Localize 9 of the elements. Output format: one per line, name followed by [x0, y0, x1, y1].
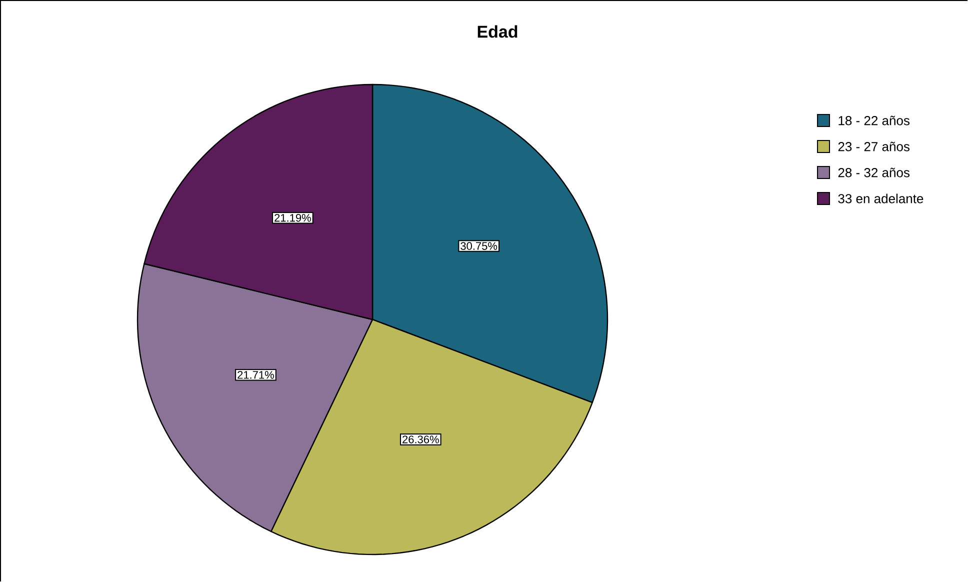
data-label: 21.71%: [238, 370, 274, 379]
chart-title: Edad: [478, 25, 518, 38]
legend-label: 18 - 22 años: [838, 116, 910, 126]
legend-label: 33 en adelante: [838, 194, 924, 204]
data-label: 21.19%: [274, 214, 311, 222]
legend-label: 28 - 32 años: [838, 168, 910, 178]
data-label: 26.36%: [402, 436, 439, 444]
legend-label: 23 - 27 años: [838, 142, 910, 152]
data-label: 30.75%: [460, 242, 498, 250]
